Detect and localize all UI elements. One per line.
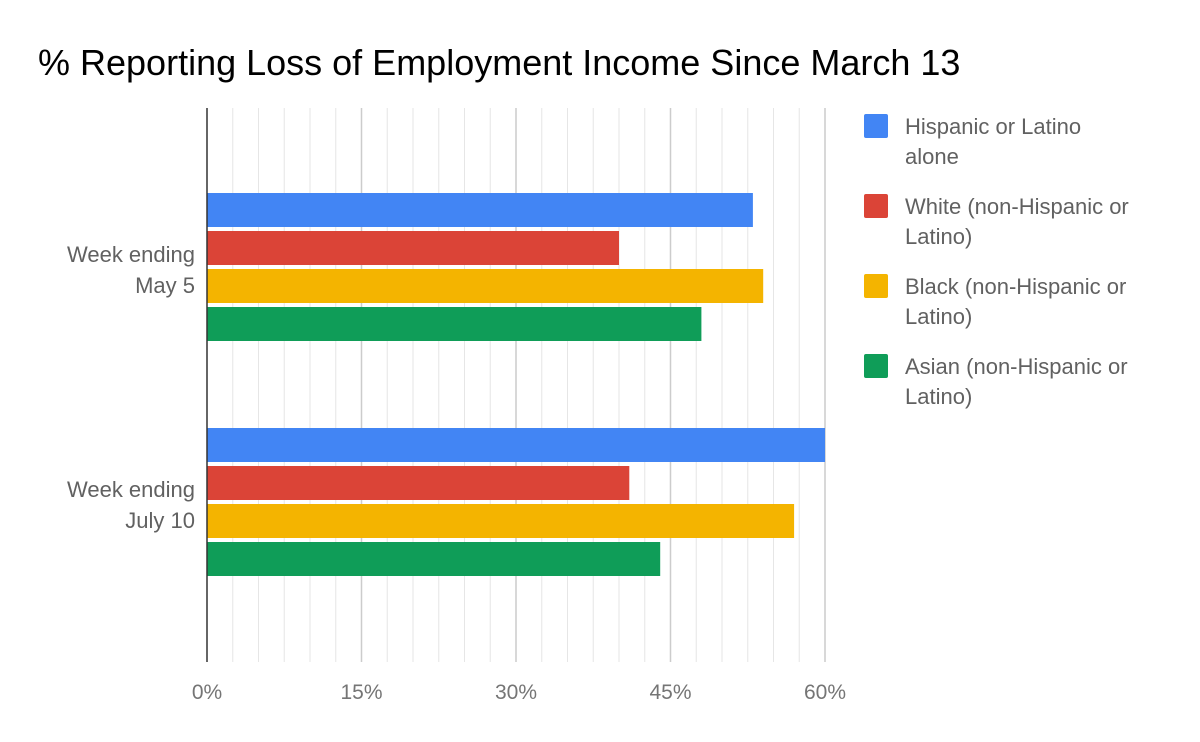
category-label: May 5	[135, 273, 195, 298]
x-tick-label: 45%	[649, 681, 691, 704]
legend-label: White (non-Hispanic or	[905, 194, 1129, 219]
bar	[207, 466, 630, 500]
bar	[207, 504, 795, 538]
legend-label: alone	[905, 144, 959, 169]
category-label: Week ending	[67, 477, 195, 502]
category-labels: Week ending May 5 Week ending July 10	[67, 242, 195, 533]
x-tick-label: 60%	[804, 681, 846, 704]
legend-swatch	[864, 354, 888, 378]
bar	[207, 428, 825, 462]
legend-label: Hispanic or Latino	[905, 114, 1081, 139]
bars	[207, 193, 825, 576]
legend-swatch	[864, 274, 888, 298]
bar	[207, 307, 702, 341]
legend-label: Asian (non-Hispanic or	[905, 354, 1128, 379]
bar	[207, 269, 764, 303]
bar	[207, 542, 661, 576]
legend: Hispanic or Latino alone White (non-Hispan…	[864, 114, 1129, 409]
x-tick-label: 30%	[495, 681, 537, 704]
x-tick-label: 15%	[340, 681, 382, 704]
category-label: July 10	[125, 508, 195, 533]
bar	[207, 193, 753, 227]
legend-swatch	[864, 114, 888, 138]
legend-label: Latino)	[905, 224, 972, 249]
x-axis-ticks: 0% 15% 30% 45% 60%	[192, 681, 846, 704]
legend-label: Black (non-Hispanic or	[905, 274, 1126, 299]
bar	[207, 231, 619, 265]
grid-lines	[232, 108, 826, 662]
legend-swatch	[864, 194, 888, 218]
chart-title: % Reporting Loss of Employment Income Si…	[38, 42, 960, 83]
category-label: Week ending	[67, 242, 195, 267]
legend-label: Latino)	[905, 304, 972, 329]
legend-label: Latino)	[905, 384, 972, 409]
x-tick-label: 0%	[192, 681, 222, 704]
